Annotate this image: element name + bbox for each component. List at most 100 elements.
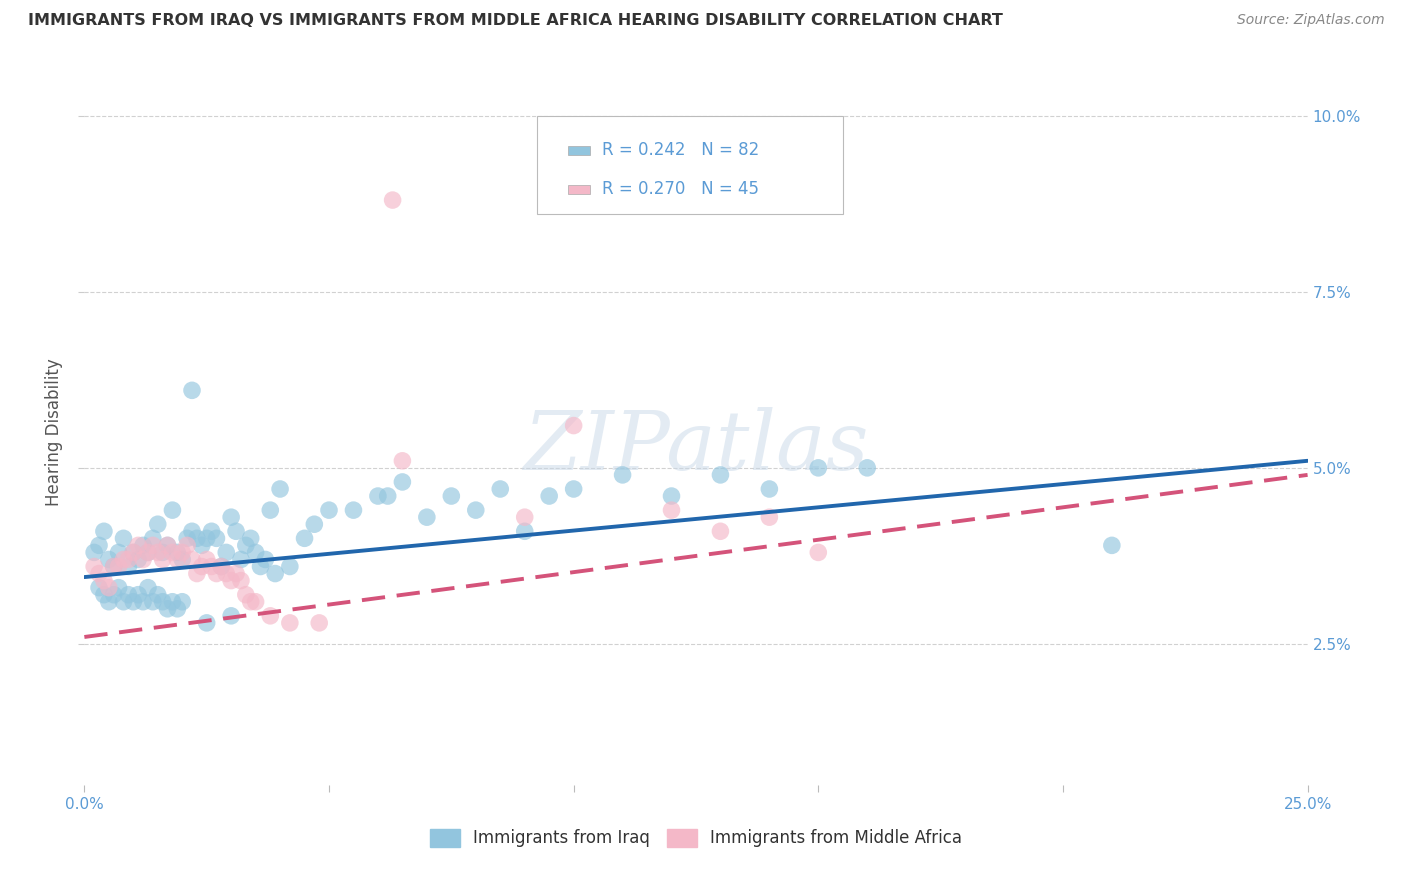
Point — [377, 489, 399, 503]
Point — [1101, 538, 1123, 552]
Point — [612, 467, 634, 482]
Point — [127, 588, 149, 602]
Point — [562, 418, 585, 433]
Point — [294, 531, 316, 545]
Point — [489, 482, 512, 496]
Point — [235, 588, 257, 602]
Point — [152, 545, 174, 559]
Point — [195, 531, 218, 545]
Point — [127, 552, 149, 566]
Point — [215, 545, 238, 559]
Legend: Immigrants from Iraq, Immigrants from Middle Africa: Immigrants from Iraq, Immigrants from Mi… — [423, 822, 969, 855]
Point — [83, 559, 105, 574]
Point — [93, 588, 115, 602]
Point — [205, 531, 228, 545]
Point — [264, 566, 287, 581]
Point — [136, 581, 159, 595]
Point — [172, 545, 194, 559]
Point — [245, 595, 267, 609]
Point — [278, 559, 301, 574]
Point — [176, 531, 198, 545]
Point — [186, 566, 208, 581]
Point — [318, 503, 340, 517]
Point — [538, 489, 561, 503]
Point — [186, 531, 208, 545]
Point — [93, 524, 115, 539]
Point — [259, 503, 281, 517]
Point — [661, 503, 683, 517]
Text: ZIPatlas: ZIPatlas — [523, 407, 869, 487]
Point — [93, 574, 115, 588]
Point — [146, 545, 169, 559]
Point — [112, 552, 135, 566]
Point — [172, 595, 194, 609]
Point — [239, 595, 262, 609]
Point — [807, 460, 830, 475]
Point — [166, 552, 188, 566]
Point — [142, 595, 165, 609]
Point — [103, 559, 125, 574]
Point — [181, 384, 204, 398]
Point — [709, 467, 731, 482]
Point — [219, 510, 242, 524]
Point — [97, 581, 120, 595]
Point — [117, 588, 139, 602]
Point — [122, 545, 145, 559]
Point — [200, 559, 222, 574]
Point — [807, 545, 830, 559]
Point — [181, 524, 204, 539]
Point — [122, 595, 145, 609]
Point — [142, 538, 165, 552]
Point — [416, 510, 439, 524]
Point — [856, 460, 879, 475]
Point — [83, 545, 105, 559]
Y-axis label: Hearing Disability: Hearing Disability — [45, 359, 63, 507]
Point — [440, 489, 463, 503]
Point — [205, 566, 228, 581]
Point — [122, 545, 145, 559]
Point — [758, 482, 780, 496]
Point — [239, 531, 262, 545]
Point — [112, 595, 135, 609]
Point — [87, 538, 110, 552]
Point — [758, 510, 780, 524]
Point — [464, 503, 486, 517]
FancyBboxPatch shape — [568, 186, 589, 194]
Point — [195, 615, 218, 630]
Point — [391, 454, 413, 468]
Point — [107, 559, 129, 574]
Point — [245, 545, 267, 559]
Point — [107, 581, 129, 595]
Point — [304, 517, 326, 532]
Point — [209, 559, 232, 574]
Point — [269, 482, 291, 496]
Point — [181, 552, 204, 566]
Point — [235, 538, 257, 552]
Point — [513, 524, 536, 539]
Point — [156, 538, 179, 552]
Point — [562, 482, 585, 496]
Point — [136, 545, 159, 559]
Point — [103, 559, 125, 574]
Text: Source: ZipAtlas.com: Source: ZipAtlas.com — [1237, 13, 1385, 28]
Point — [117, 559, 139, 574]
Point — [513, 510, 536, 524]
Point — [156, 601, 179, 615]
Point — [215, 566, 238, 581]
Point — [225, 566, 247, 581]
FancyBboxPatch shape — [537, 116, 842, 214]
Point — [308, 615, 330, 630]
Point — [229, 552, 252, 566]
Point — [391, 475, 413, 489]
Point — [146, 588, 169, 602]
Point — [107, 545, 129, 559]
Point — [200, 524, 222, 539]
Point — [136, 545, 159, 559]
Point — [342, 503, 364, 517]
Point — [132, 552, 155, 566]
Point — [367, 489, 389, 503]
Point — [127, 538, 149, 552]
Point — [142, 531, 165, 545]
Point — [225, 524, 247, 539]
Point — [97, 595, 120, 609]
